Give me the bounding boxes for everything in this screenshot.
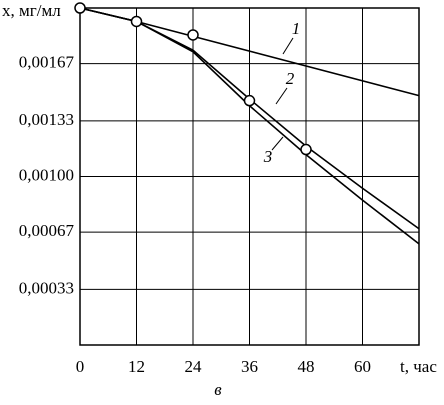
leader-line (271, 136, 284, 151)
y-tick-label: 0,00167 (19, 53, 75, 72)
leader-line (275, 87, 288, 105)
x-axis-label: t, час (400, 357, 437, 376)
data-point (74, 2, 86, 14)
y-tick-label: 0,00033 (19, 278, 74, 297)
y-tick-label: 0,00100 (19, 165, 74, 184)
leader-lines (271, 37, 294, 151)
x-tick-label: 12 (128, 357, 145, 376)
x-tick-label: 24 (185, 357, 203, 376)
data-point (187, 29, 199, 41)
y-axis-label: x, мг/мл (2, 1, 61, 20)
series-label: 2 (286, 69, 295, 88)
leader-line (282, 37, 294, 55)
caption: в (214, 380, 222, 399)
data-point (130, 15, 143, 28)
x-tick-label: 36 (241, 357, 258, 376)
x-tick-label: 0 (76, 357, 85, 376)
x-tick-label: 48 (298, 357, 315, 376)
data-point (243, 94, 256, 107)
data-point (300, 143, 312, 156)
y-tick-label: 0,00067 (19, 221, 75, 240)
series-label: 3 (263, 147, 273, 166)
y-tick-label: 0,00133 (19, 110, 74, 129)
series-label: 1 (292, 19, 301, 38)
x-tick-label: 60 (354, 357, 371, 376)
